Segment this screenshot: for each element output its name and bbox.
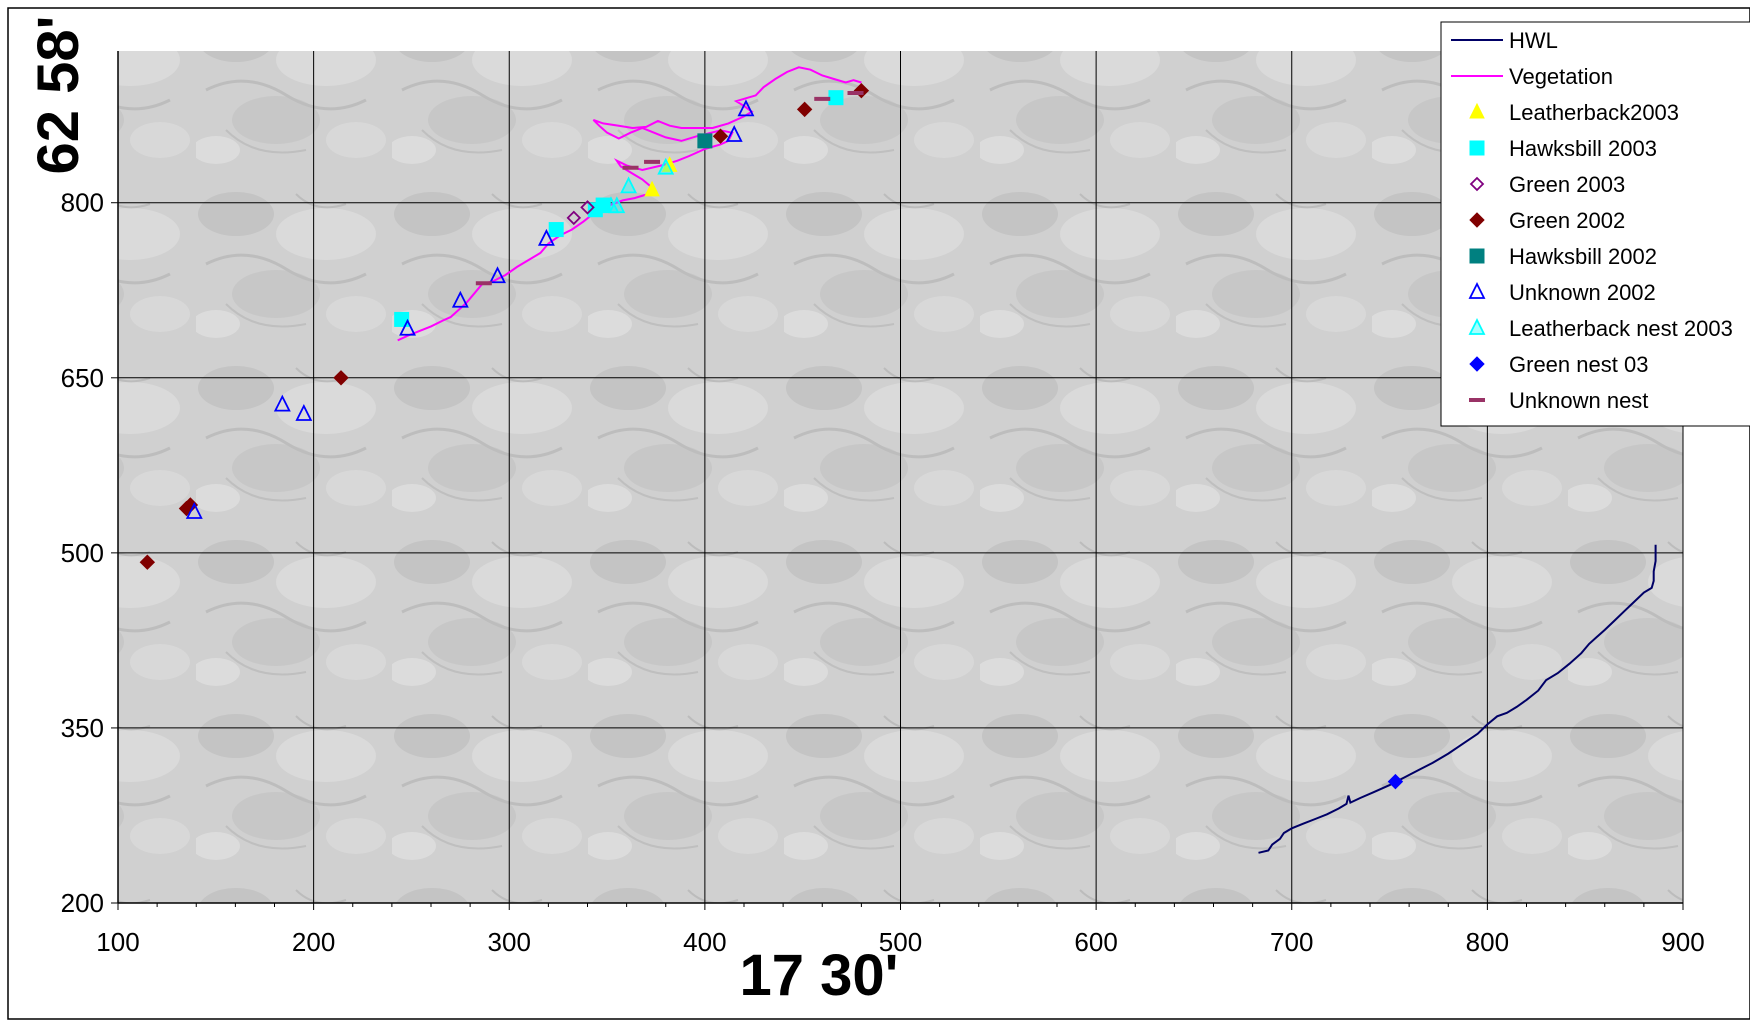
legend-item-leatherback2003: Leatherback2003 — [1469, 100, 1679, 125]
point-hawksbill-2003 — [828, 90, 844, 106]
legend-swatch — [1469, 176, 1485, 192]
point-hawksbill-2003 — [548, 222, 564, 238]
point-leatherback-nest-2003 — [620, 176, 638, 194]
point-unknown-2002 — [725, 125, 743, 142]
x-tick-label: 400 — [683, 927, 726, 957]
legend-swatch — [1468, 317, 1486, 335]
series-leatherback2003 — [644, 156, 678, 197]
point-green-2002 — [139, 554, 156, 570]
x-tick-label: 500 — [879, 927, 922, 957]
x-tick-label: 900 — [1661, 927, 1704, 957]
point-unknown-2002 — [295, 403, 313, 421]
legend-swatch — [1468, 281, 1486, 299]
legend-label: HWL — [1509, 28, 1558, 53]
series-leatherback-nest-2003 — [602, 157, 675, 214]
point-unknown-2002 — [737, 99, 755, 117]
legend-item-hawksbill-2002: Hawksbill 2002 — [1469, 244, 1657, 269]
y-tick-label: 500 — [61, 538, 104, 568]
line-hwl — [1258, 544, 1657, 854]
series-layer — [139, 66, 1657, 854]
point-green-2003 — [580, 200, 595, 215]
legend-swatch — [1469, 248, 1485, 264]
series-hwl — [1258, 544, 1657, 854]
legend-label: Unknown 2002 — [1509, 280, 1656, 305]
x-axis-title: 17 30' — [740, 943, 899, 1008]
series-green-2003 — [566, 200, 595, 226]
point-unknown-2002 — [399, 318, 416, 336]
point-leatherback2003 — [661, 156, 678, 172]
point-green-2002 — [333, 370, 349, 386]
legend-label: Green 2003 — [1509, 172, 1625, 197]
point-hawksbill-2003 — [394, 311, 410, 327]
legend: HWL Vegetation Leatherback2003 Hawksbill 20… — [1440, 21, 1750, 427]
legend-box — [1440, 21, 1750, 427]
series-green-nest-03 — [1387, 773, 1404, 790]
point-unknown-2002 — [537, 228, 555, 246]
axes: 100 200 300 400 500 600 700 800 900 200 350 500 650 8… — [61, 51, 1705, 957]
x-tick-label: 300 — [488, 927, 531, 957]
point-unknown-2002 — [489, 266, 506, 284]
point-green-2003 — [566, 210, 582, 226]
legend-item-green-nest-03: Green nest 03 — [1469, 352, 1648, 377]
point-green-2002 — [796, 101, 813, 118]
x-tick-label: 700 — [1270, 927, 1313, 957]
series-unknown-nest — [475, 91, 864, 286]
legend-swatch — [1469, 102, 1485, 119]
point-leatherback-nest-2003 — [657, 157, 675, 175]
legend-label: Leatherback nest 2003 — [1509, 316, 1733, 341]
legend-item-hwl: HWL — [1451, 28, 1558, 53]
point-unknown-2002 — [451, 290, 469, 308]
legend-swatch — [1469, 212, 1485, 228]
legend-item-leatherback-nest-2003: Leatherback nest 2003 — [1468, 316, 1733, 341]
legend-label: Hawksbill 2002 — [1509, 244, 1657, 269]
series-hawksbill-2002 — [697, 133, 713, 149]
point-leatherback2003 — [644, 180, 660, 197]
point-unknown-2002 — [273, 394, 291, 412]
series-unknown-2002 — [185, 99, 755, 519]
legend-swatch — [1469, 140, 1485, 156]
legend-label: Unknown nest — [1509, 388, 1648, 413]
y-tick-label: 650 — [61, 363, 104, 393]
legend-item-green-2002: Green 2002 — [1469, 208, 1625, 233]
legend-item-green-2003: Green 2003 — [1469, 172, 1625, 197]
y-tick-label: 200 — [61, 888, 104, 918]
y-axis-title: 62 58' — [26, 16, 91, 175]
legend-item-unknown-nest: Unknown nest — [1469, 388, 1648, 413]
legend-swatch — [1469, 356, 1485, 372]
legend-label: Vegetation — [1509, 64, 1613, 89]
point-unknown-2002 — [185, 502, 203, 519]
legend-item-unknown-2002: Unknown 2002 — [1468, 280, 1656, 305]
x-tick-label: 100 — [96, 927, 139, 957]
legend-label: Green nest 03 — [1509, 352, 1648, 377]
legend-item-vegetation: Vegetation — [1451, 64, 1613, 89]
y-tick-label: 350 — [61, 713, 104, 743]
x-tick-label: 800 — [1466, 927, 1509, 957]
point-hawksbill-2002 — [697, 133, 713, 149]
legend-item-hawksbill-2003: Hawksbill 2003 — [1469, 136, 1657, 161]
legend-label: Green 2002 — [1509, 208, 1625, 233]
legend-label: Leatherback2003 — [1509, 100, 1679, 125]
legend-label: Hawksbill 2003 — [1509, 136, 1657, 161]
point-green-nest-03 — [1387, 773, 1404, 790]
point-leatherback-nest-2003 — [608, 196, 626, 214]
point-green-2002 — [712, 128, 729, 144]
x-tick-label: 600 — [1074, 927, 1117, 957]
x-tick-label: 200 — [292, 927, 335, 957]
y-tick-label: 800 — [61, 188, 104, 218]
